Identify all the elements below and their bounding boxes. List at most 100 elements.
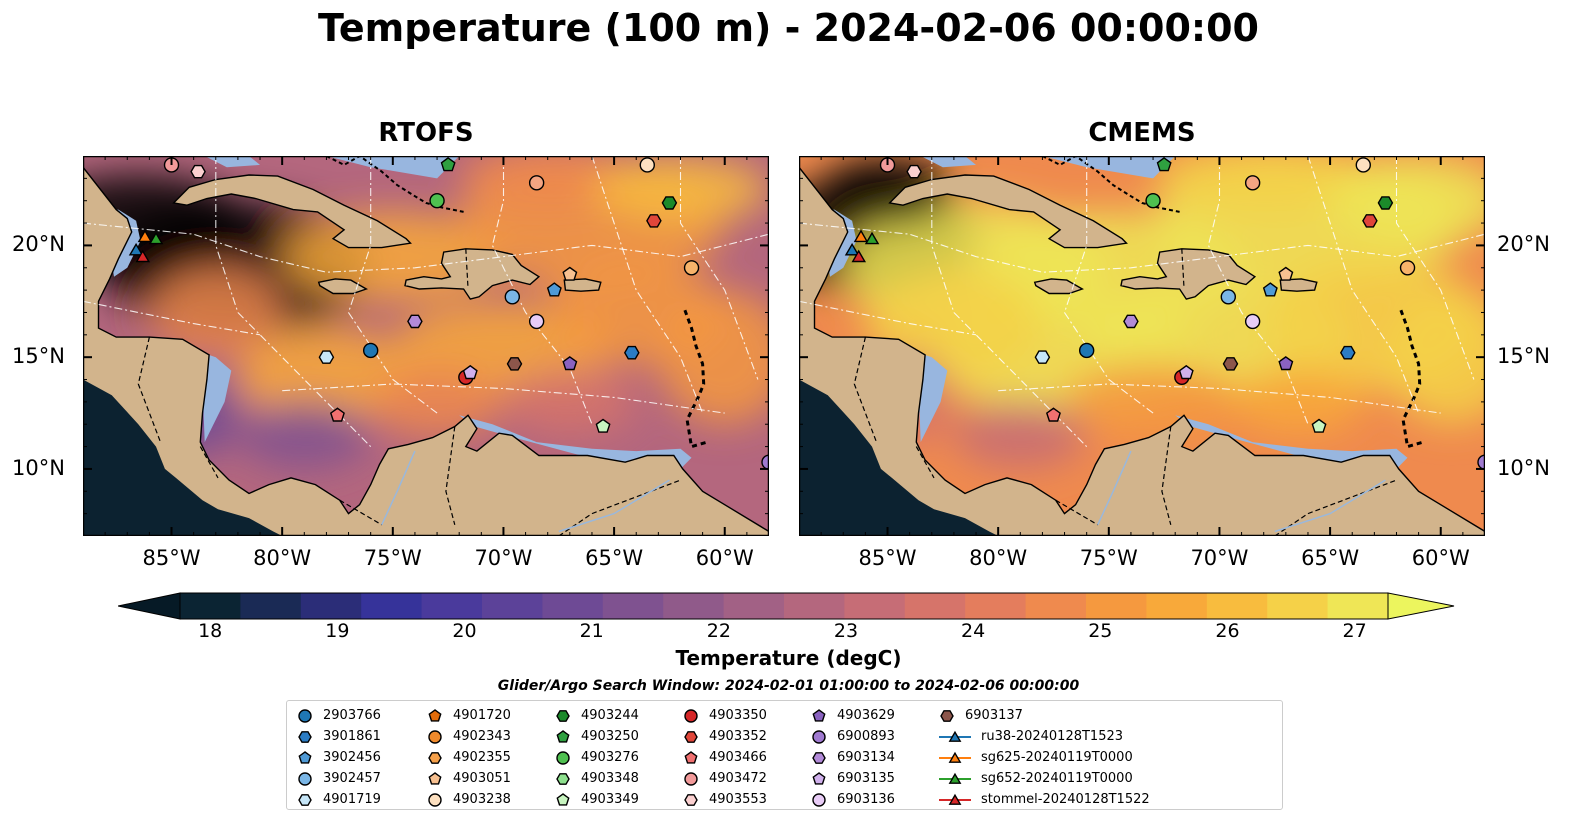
platform-marker-sg625-20240119T0000 <box>137 229 153 243</box>
colorbar-bin <box>723 593 785 619</box>
legend-label: 6900893 <box>837 729 895 744</box>
island <box>563 278 602 292</box>
legend-entry: stommel-20240128T1522 <box>937 789 1150 810</box>
legend-label: stommel-20240128T1522 <box>981 792 1150 807</box>
colorbar-bin <box>1267 593 1329 619</box>
shallow-shelf <box>204 156 260 168</box>
legend-label: 6903137 <box>965 708 1023 723</box>
lon-label: 70°W <box>474 546 533 570</box>
hexagon-marker-icon <box>556 772 570 785</box>
lon-label: 60°W <box>1411 546 1470 570</box>
triangle-icon <box>948 772 962 784</box>
lon-label: 70°W <box>1190 546 1249 570</box>
colorbar-frame <box>179 592 1389 620</box>
pentagon-marker-icon <box>298 750 312 764</box>
legend-column: 4903244 4903250 4903276 4903348 4903349 <box>553 705 639 810</box>
platform-marker <box>683 260 700 276</box>
colorbar-bin <box>1146 593 1208 619</box>
colorbar-bin <box>1086 593 1147 619</box>
country-border <box>199 446 219 479</box>
colorbar-bin <box>784 593 845 619</box>
legend-entry: 4903350 <box>681 705 767 726</box>
platform-marker-4903051 <box>1278 266 1294 281</box>
map-panel-cmems[interactable] <box>799 156 1485 536</box>
platform-marker-4903466 <box>329 407 345 422</box>
platform-marker-sg625-20240119T0000 <box>853 229 869 243</box>
map-frame <box>799 156 1485 536</box>
legend-label: 4901720 <box>453 708 511 723</box>
map-panel-rtofs[interactable] <box>83 156 769 536</box>
lon-label: 80°W <box>253 546 312 570</box>
pentagon-marker-icon <box>428 771 442 785</box>
eez-boundary <box>1307 156 1420 414</box>
legend-entry: 4901719 <box>295 789 381 810</box>
platform-marker-6903137 <box>506 357 523 371</box>
platform-marker-4901719 <box>318 350 335 364</box>
circle-icon <box>428 729 442 744</box>
platform-marker-stommel-20240128T1522 <box>135 249 151 263</box>
country-border <box>558 479 681 536</box>
platform-marker-4903349 <box>1311 418 1327 433</box>
panel-title-rtofs: RTOFS <box>378 118 474 148</box>
colorbar-bin <box>965 593 1027 619</box>
platform-marker <box>1244 175 1261 191</box>
lon-label: 65°W <box>1301 546 1360 570</box>
hexagon-icon <box>428 751 442 764</box>
legend-entry: 3901861 <box>295 726 381 747</box>
platform-marker-3901861 <box>1339 345 1356 360</box>
colorbar-bin <box>180 593 241 619</box>
island <box>172 174 412 249</box>
eez-boundary <box>591 156 704 414</box>
lon-label: 75°W <box>1079 546 1138 570</box>
legend-label: 4902343 <box>453 729 511 744</box>
platform-marker-4903250 <box>1156 157 1172 172</box>
eez-boundary <box>998 383 1441 414</box>
platform-marker-4903352 <box>1362 214 1378 228</box>
island <box>404 248 541 300</box>
platform-marker-4903244 <box>1377 196 1394 210</box>
legend-entry: 4903250 <box>553 726 639 747</box>
legend-entry: 6900893 <box>809 726 895 747</box>
eez-boundary <box>1063 156 1154 414</box>
legend-column: 4901720 4902343 4902355 4903051 4903238 <box>425 705 511 810</box>
platform-marker-3902456 <box>1262 282 1278 297</box>
panel-title-cmems: CMEMS <box>1088 118 1196 148</box>
legend-entry: 4903352 <box>681 726 767 747</box>
colorbar-tick-label: 21 <box>579 620 604 642</box>
circle-marker-icon <box>298 771 312 786</box>
pentagon-icon <box>428 771 442 785</box>
legend-label: 3902456 <box>323 750 381 765</box>
colorbar-bin <box>240 593 302 619</box>
legend-label: 4903238 <box>453 792 511 807</box>
pentagon-marker-icon <box>812 708 826 722</box>
eez-boundary <box>1207 156 1309 425</box>
shallow-shelf <box>1175 415 1408 469</box>
legend-label: 4903629 <box>837 708 895 723</box>
legend-label: 4903472 <box>709 771 767 786</box>
lat-label-left: 20°N <box>12 232 65 257</box>
legend-entry: sg652-20240119T0000 <box>937 768 1150 789</box>
legend-entry: ru38-20240128T1523 <box>937 726 1150 747</box>
country-border <box>137 336 162 443</box>
hexagon-icon <box>556 709 570 722</box>
circle-marker-icon <box>684 771 698 786</box>
hexagon-icon <box>556 772 570 785</box>
lon-label: 75°W <box>363 546 422 570</box>
legend-label: 4903352 <box>709 729 767 744</box>
platform-marker <box>1399 260 1416 276</box>
hexagon-icon <box>298 793 312 806</box>
colorbar-tick-label: 22 <box>706 620 731 642</box>
pentagon-icon <box>684 750 698 764</box>
platform-marker-6900893 <box>1477 454 1485 470</box>
circle-icon <box>428 792 442 807</box>
colorbar-bin <box>844 593 906 619</box>
shallow-shelf <box>459 415 692 469</box>
legend: 2903766 3901861 3902456 3902457 4901719 49017… <box>286 700 1283 810</box>
pentagon-marker-icon <box>428 708 442 722</box>
circle-marker-icon <box>812 729 826 744</box>
legend-entry: 4903466 <box>681 747 767 768</box>
legend-label: 4903348 <box>581 771 639 786</box>
platform-marker-4903352 <box>646 214 662 228</box>
colorbar-extend-low <box>118 592 181 620</box>
platform-marker-3902457 <box>1220 289 1237 305</box>
